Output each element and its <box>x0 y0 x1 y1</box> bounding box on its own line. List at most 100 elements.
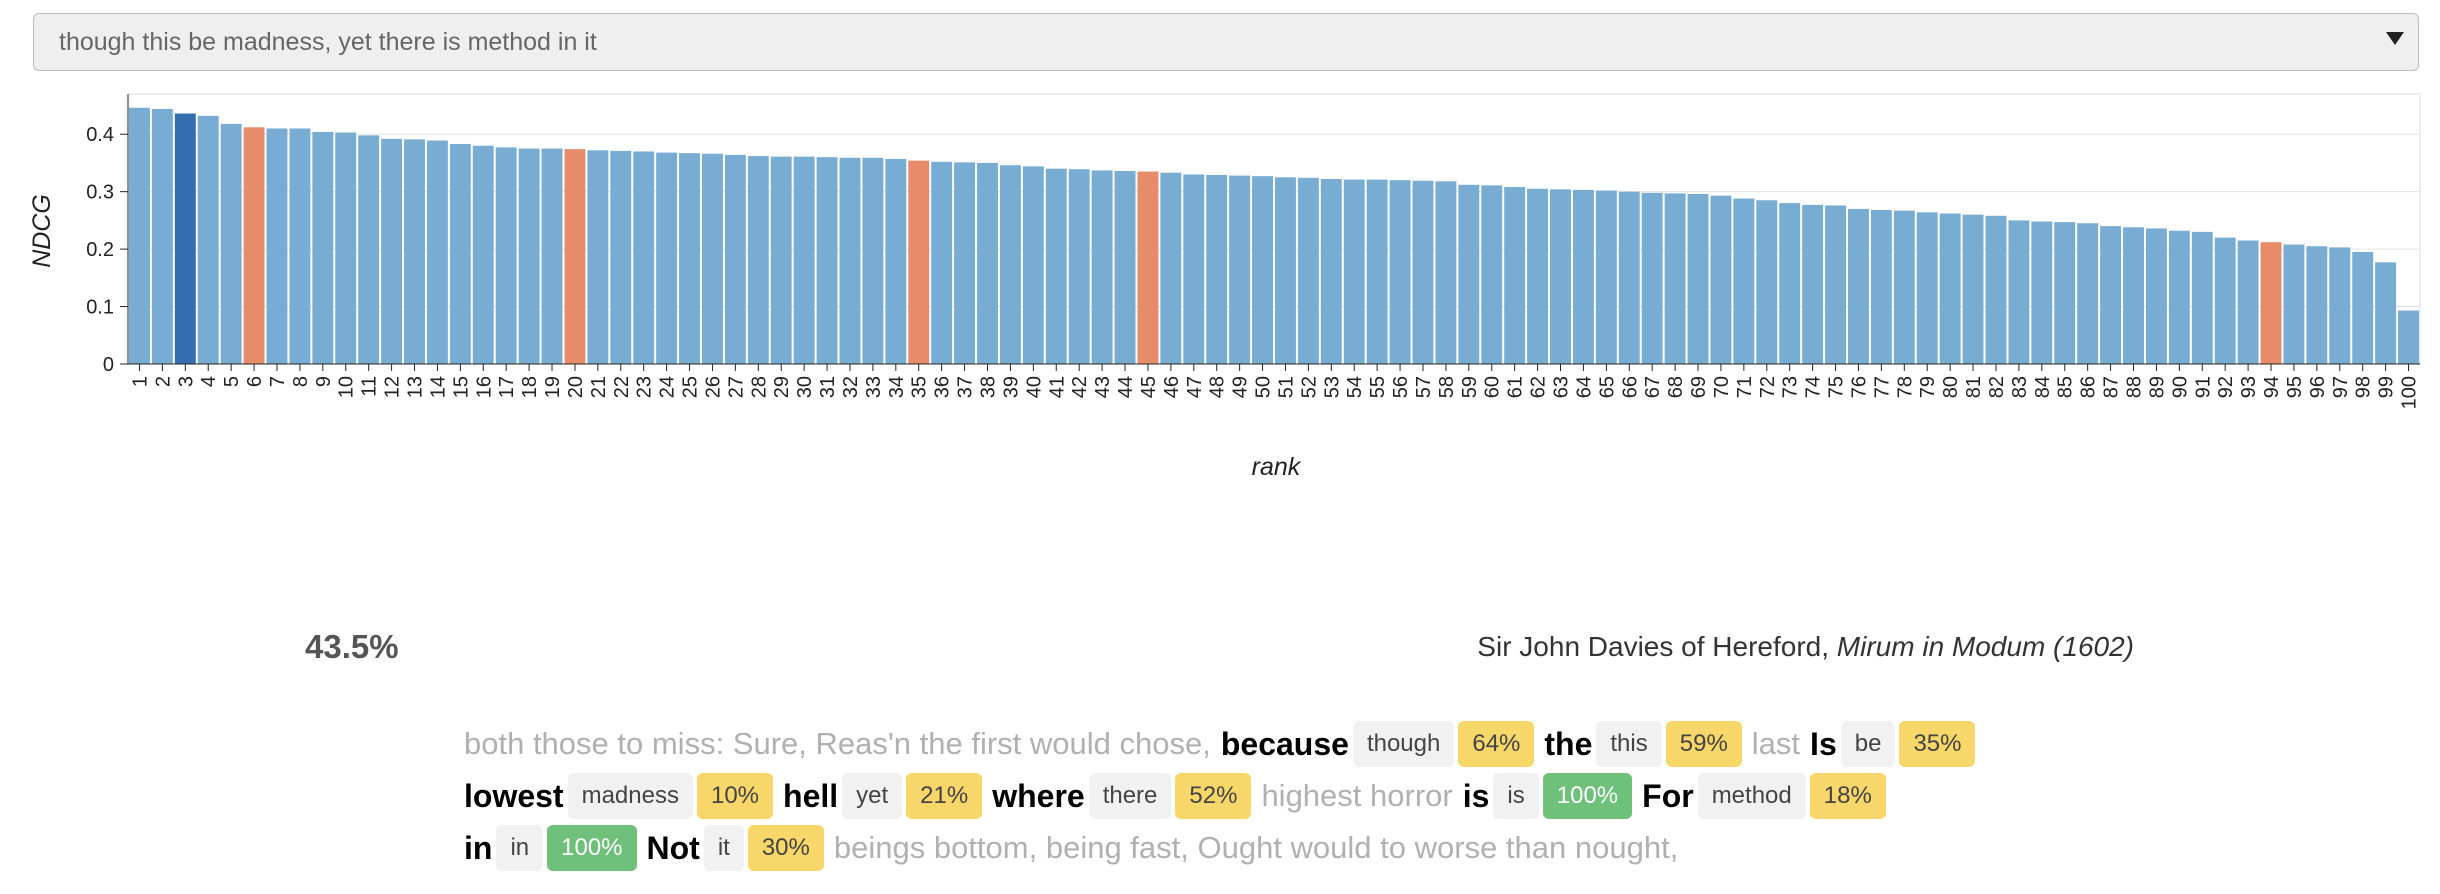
x-tick-label: 22 <box>611 376 633 398</box>
bar <box>816 157 838 364</box>
x-tick-label: 50 <box>1253 376 1275 398</box>
x-tick-label: 37 <box>955 376 977 398</box>
y-tick-label: 0 <box>103 354 114 376</box>
x-tick-label: 88 <box>2124 376 2146 398</box>
bar <box>197 115 219 364</box>
bar <box>1229 175 1251 364</box>
x-tick-label: 14 <box>427 376 449 398</box>
x-tick-label: 40 <box>1023 376 1045 398</box>
bar <box>1114 170 1136 364</box>
matched-word: For <box>1642 777 1694 814</box>
x-tick-label: 11 <box>359 376 381 397</box>
x-tick-label: 32 <box>840 376 862 398</box>
work: Mirum in Modum (1602) <box>1836 631 2134 662</box>
matched-word: Not <box>646 829 700 866</box>
bar <box>1870 210 1892 364</box>
bar <box>151 108 173 364</box>
x-tick-label: 60 <box>1482 376 1504 398</box>
match-score: 59% <box>1665 721 1742 767</box>
x-tick-label: 26 <box>702 376 724 398</box>
x-tick-label: 13 <box>405 376 427 398</box>
x-tick-label: 39 <box>1000 376 1022 398</box>
x-tick-label: 45 <box>1138 376 1160 398</box>
x-tick-label: 100 <box>2399 376 2421 409</box>
bar <box>174 113 196 364</box>
x-tick-label: 87 <box>2101 376 2123 398</box>
poem-line: in in 100% Not it 30% beings bottom, being fas… <box>464 822 1985 874</box>
x-tick-label: 98 <box>2353 376 2375 398</box>
score: 43.5% <box>305 628 399 665</box>
x-tick-label: 85 <box>2055 376 2077 398</box>
bar <box>426 140 448 364</box>
bar <box>1733 198 1755 364</box>
bar <box>358 135 380 364</box>
bar <box>702 153 723 364</box>
context-text: highest horror <box>1261 778 1453 813</box>
x-tick-label: 47 <box>1184 376 1206 398</box>
bar <box>1802 204 1824 364</box>
x-tick-label: 41 <box>1046 376 1068 398</box>
poem: both those to miss: Sure, Reas'n the fir… <box>464 718 1985 874</box>
bar <box>1137 171 1159 364</box>
x-tick-label: 20 <box>565 376 587 398</box>
bar <box>381 138 403 364</box>
bar <box>1504 187 1526 364</box>
x-tick-label: 21 <box>588 376 610 398</box>
bar <box>1389 180 1411 364</box>
bar <box>1297 177 1319 364</box>
match-score: 21% <box>906 773 983 819</box>
y-tick-label: 0.2 <box>86 239 114 261</box>
x-tick-label: 84 <box>2032 376 2054 398</box>
bar <box>633 151 655 364</box>
bar <box>1481 185 1503 364</box>
x-tick-label: 59 <box>1459 376 1481 398</box>
match-score: 18% <box>1809 773 1886 819</box>
bar <box>2100 226 2122 364</box>
bar <box>724 154 746 364</box>
x-tick-label: 33 <box>863 376 885 398</box>
x-tick-label: 79 <box>1917 376 1939 398</box>
x-tick-label: 9 <box>313 376 335 387</box>
match-score: 64% <box>1458 721 1535 767</box>
bar <box>1572 189 1594 364</box>
x-tick-label: 4 <box>198 376 220 387</box>
matched-word: in <box>464 829 493 866</box>
bar <box>1252 176 1273 364</box>
bar <box>1435 181 1457 364</box>
bar <box>1985 215 2007 364</box>
bar <box>793 156 815 364</box>
chart: NDCG rank 00.10.20.30.41 2 3 4 5 6 7 8 9 10 11 12 13… <box>28 93 2421 481</box>
bar <box>2214 237 2236 364</box>
bar <box>1641 192 1663 364</box>
bar <box>472 145 494 364</box>
x-tick-label: 67 <box>1642 376 1664 398</box>
x-tick-label: 75 <box>1826 376 1848 398</box>
x-axis-label: rank <box>1252 453 1302 481</box>
x-tick-label: 70 <box>1711 376 1733 398</box>
match-score: 10% <box>696 773 774 819</box>
bar <box>1206 175 1228 364</box>
x-tick-label: 23 <box>634 376 656 398</box>
bar <box>1710 195 1732 364</box>
bar <box>1366 179 1388 364</box>
match-score: 100% <box>547 825 637 871</box>
query-dropdown[interactable]: though this be madness, yet there is met… <box>33 13 2419 71</box>
bar <box>2008 220 2030 364</box>
x-tick-label: 76 <box>1848 376 1870 398</box>
bar <box>1595 190 1617 364</box>
bar <box>335 132 357 364</box>
bar <box>2260 242 2282 364</box>
bar <box>266 128 288 364</box>
poem-line: lowest madness 10% hell yet 21% where there 52% h… <box>464 770 1985 822</box>
bar <box>129 107 150 364</box>
x-tick-label: 72 <box>1757 376 1779 398</box>
matched-word: lowest <box>464 777 564 814</box>
query-word: this <box>1596 721 1662 767</box>
x-tick-label: 64 <box>1573 376 1595 398</box>
x-tick-label: 1 <box>129 376 151 387</box>
x-tick-label: 73 <box>1780 376 1802 398</box>
x-tick-label: 3 <box>175 376 197 387</box>
query-word: be <box>1840 721 1896 767</box>
x-tick-label: 93 <box>2238 376 2260 398</box>
x-tick-label: 80 <box>1940 376 1962 398</box>
